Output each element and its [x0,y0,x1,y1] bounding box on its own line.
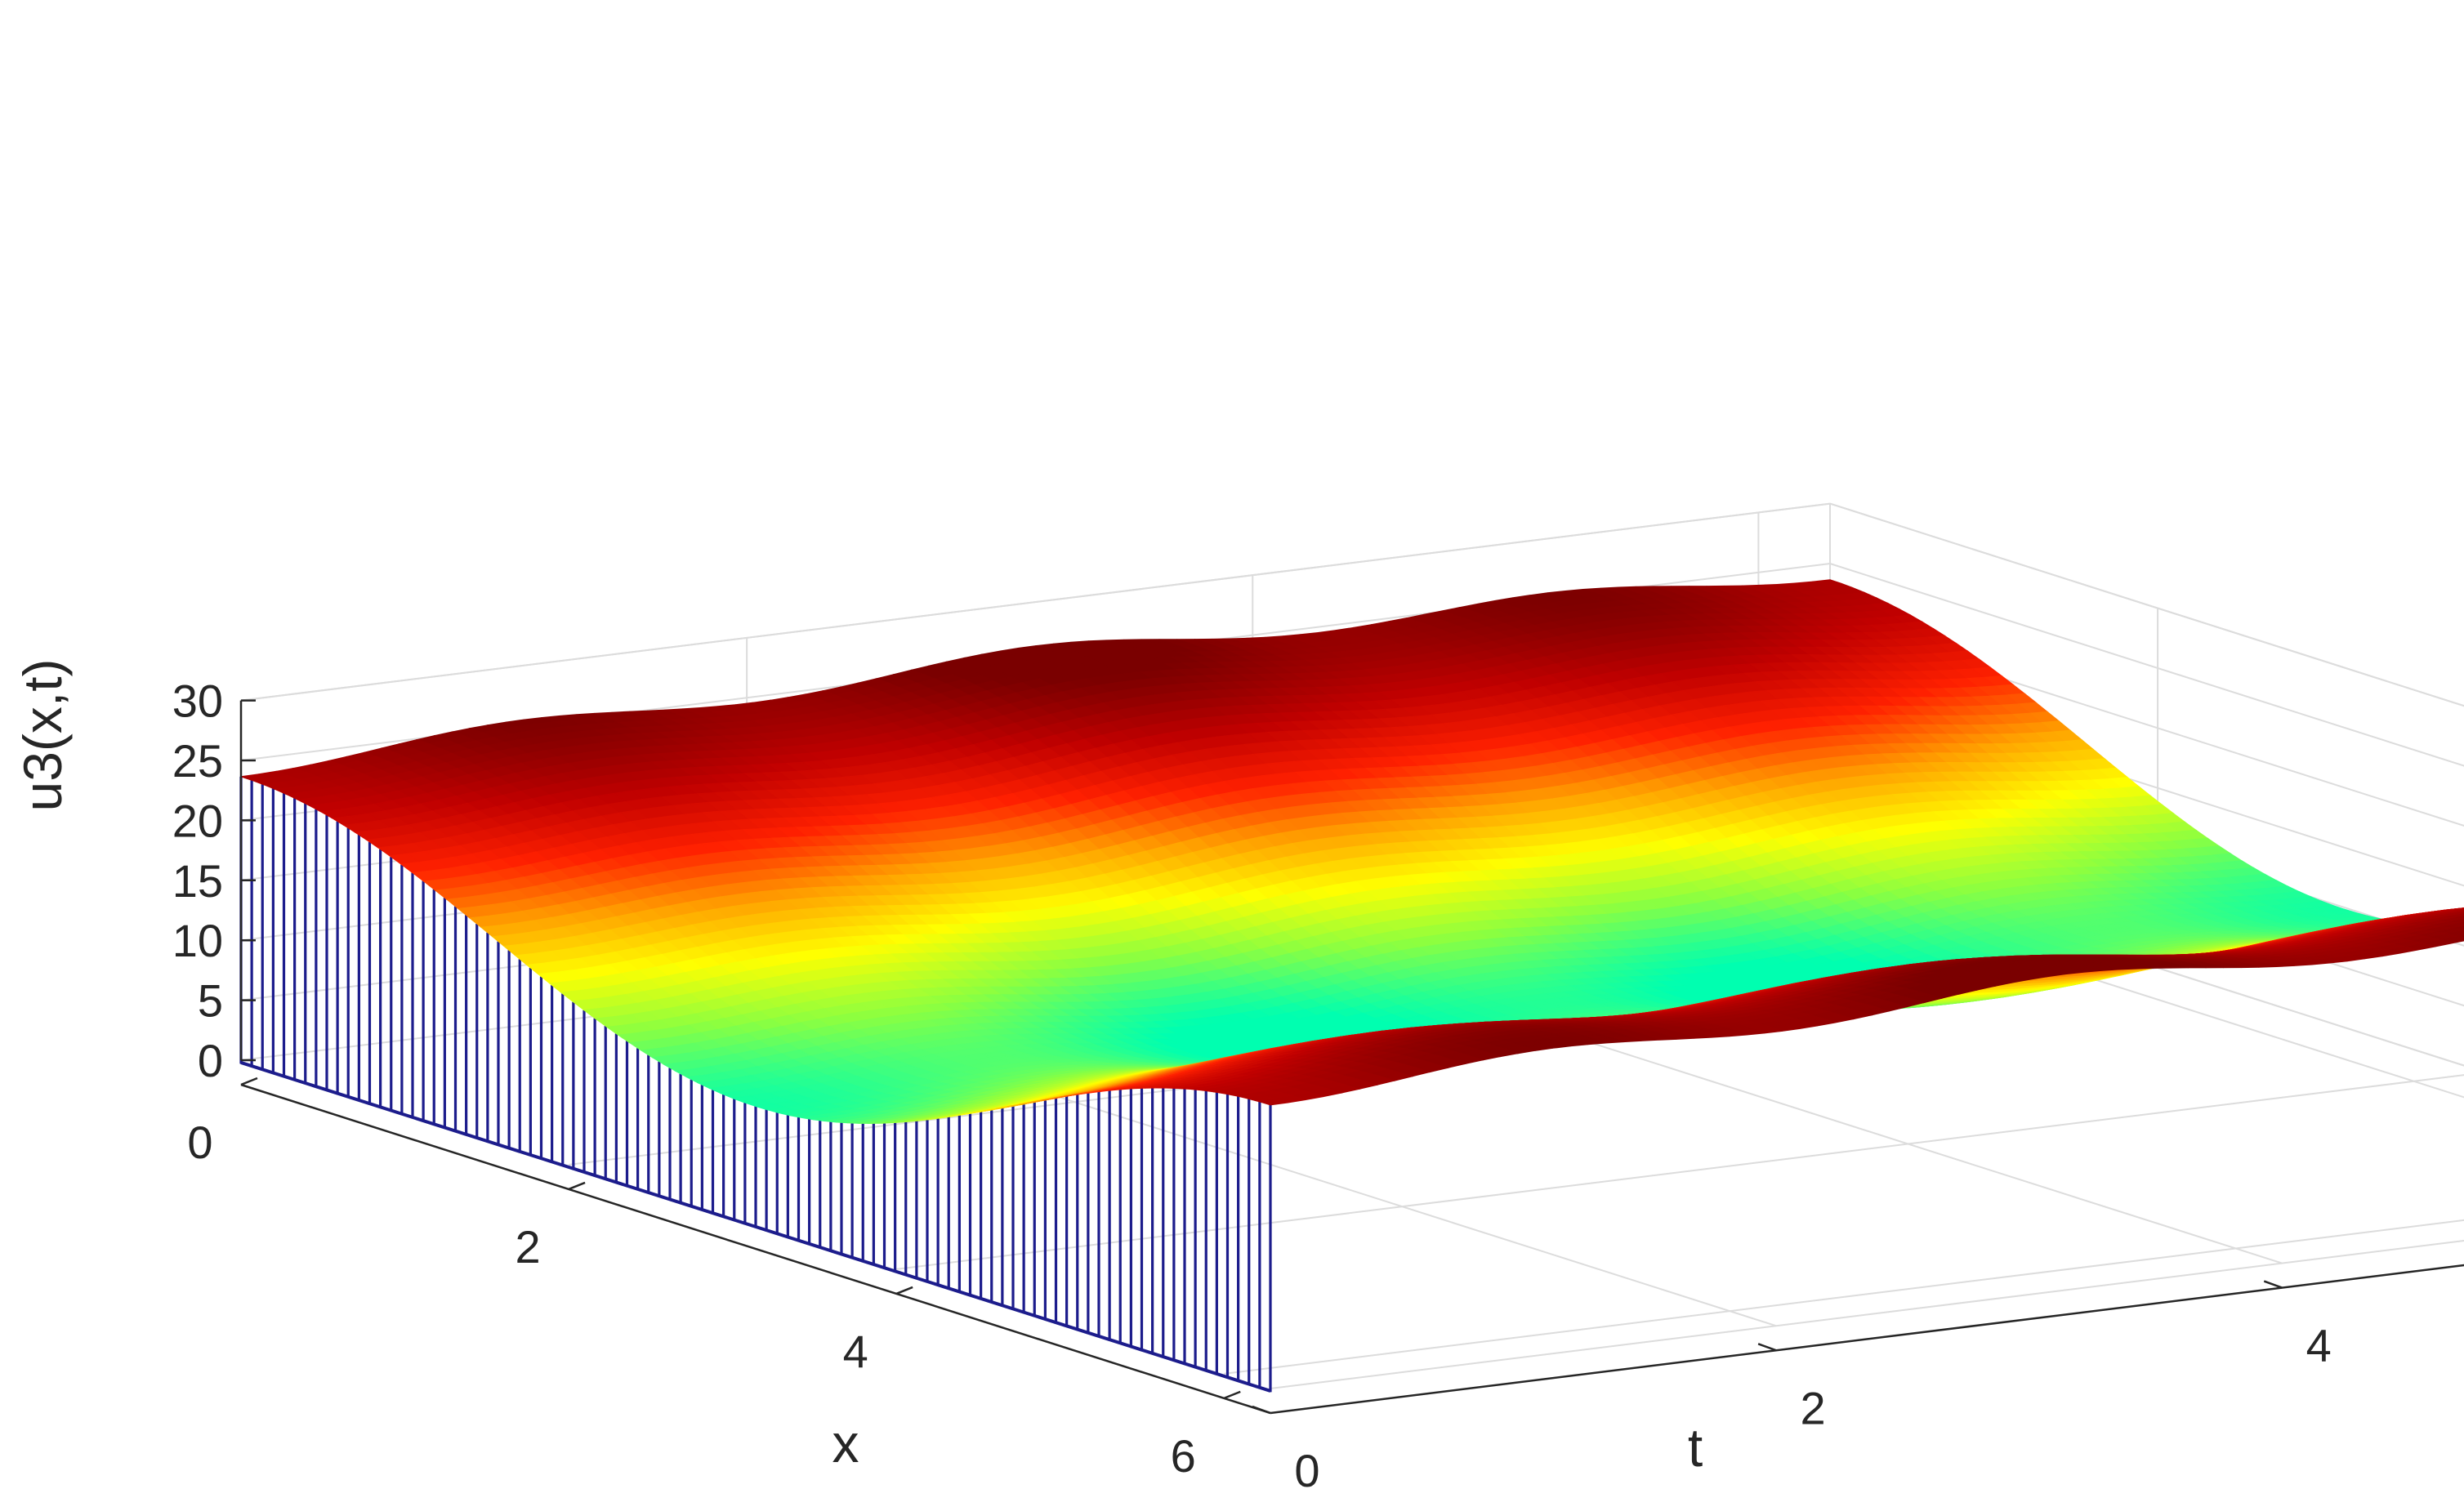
box-edge [1829,502,2464,707]
surface-mesh [240,579,2464,1125]
floor-gridline-x [1224,1219,2464,1375]
backwall-gridline-z [1829,563,2464,767]
box-edge [1270,1239,2464,1389]
stem-baseline [240,1061,1271,1393]
box-edge [240,502,1831,702]
stem-curtain [239,776,1272,1393]
floor-gridline-x [896,1074,2464,1270]
